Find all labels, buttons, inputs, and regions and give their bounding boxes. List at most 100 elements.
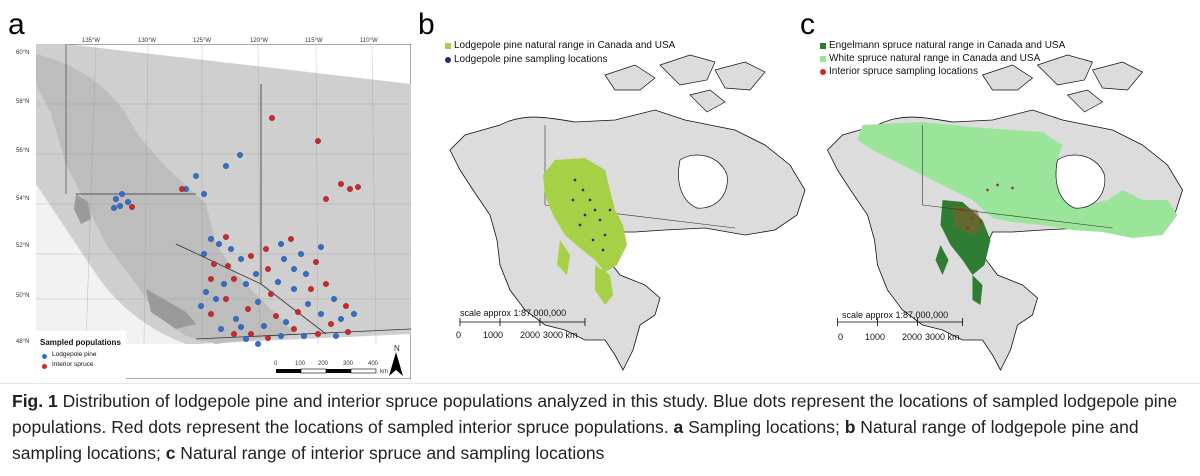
panel-a-legend-item: Lodgepole pine bbox=[52, 351, 97, 358]
spruce-site-dot bbox=[263, 246, 269, 252]
lodgepole-site-dot bbox=[303, 271, 309, 277]
lon-tick: 115°W bbox=[305, 38, 323, 44]
spruce-site-dot bbox=[291, 326, 297, 332]
lodgepole-site-dot bbox=[218, 326, 224, 332]
spruce-site-dot bbox=[1011, 186, 1014, 190]
spruce-site-dot bbox=[269, 115, 275, 121]
lodgepole-site-dot bbox=[333, 333, 339, 339]
spruce-site-dot bbox=[208, 276, 214, 282]
lodgepole-site-dot bbox=[578, 223, 582, 227]
lodgepole-site-dot bbox=[583, 213, 587, 217]
scale-tick: 200 bbox=[318, 361, 329, 367]
lodgepole-site-dot bbox=[113, 196, 119, 202]
panel-b-map bbox=[449, 54, 806, 371]
lodgepole-site-dot bbox=[305, 301, 311, 307]
panel-c-legend-item: Engelmann spruce natural range in Canada… bbox=[829, 40, 1066, 51]
lat-tick: 52°N bbox=[16, 243, 30, 249]
panel-c-scale-tick: 1000 bbox=[865, 332, 886, 342]
spruce-site-dot bbox=[245, 306, 251, 312]
caption-intro: Distribution of lodgepole pine and inter… bbox=[12, 391, 1178, 437]
spruce-site-dot bbox=[996, 183, 999, 187]
scale-tick: 400 bbox=[368, 361, 379, 367]
spruce-site-dot bbox=[208, 311, 214, 317]
legend-swatch-lodgepole bbox=[42, 354, 47, 359]
lodgepole-site-dot bbox=[608, 208, 612, 212]
panel-a-legend-title: Sampled populations bbox=[40, 338, 121, 347]
lodgepole-site-dot bbox=[221, 281, 227, 287]
spruce-site-dot bbox=[347, 186, 353, 192]
lodgepole-site-dot bbox=[278, 241, 284, 247]
spruce-site-dot bbox=[295, 309, 301, 315]
lodgepole-site-dot bbox=[581, 188, 585, 192]
lodgepole-site-dot bbox=[117, 203, 123, 209]
lat-tick: 58°N bbox=[16, 99, 30, 105]
lat-tick: 50°N bbox=[16, 293, 30, 299]
lodgepole-site-dot bbox=[203, 289, 209, 295]
lat-tick: 60°N bbox=[16, 50, 30, 56]
spruce-site-dot bbox=[211, 261, 217, 267]
lodgepole-site-dot bbox=[291, 286, 297, 292]
panel-a-letter: a bbox=[8, 8, 25, 41]
panel-c-scale-tick: 2000 bbox=[902, 332, 923, 342]
caption-c-text: Natural range of interior spruce and sam… bbox=[175, 443, 605, 463]
legend-swatch-interior-spruce bbox=[820, 69, 826, 75]
spruce-site-dot bbox=[288, 236, 294, 242]
spruce-site-dot bbox=[328, 321, 334, 327]
panel-a-map bbox=[36, 44, 411, 379]
lodgepole-site-dot bbox=[201, 251, 207, 257]
figure-caption: Fig. 1 Distribution of lodgepole pine an… bbox=[12, 388, 1192, 466]
caption-b-text: Natural range of lodgepole pine and samp… bbox=[12, 417, 1139, 463]
spruce-site-dot bbox=[248, 331, 254, 337]
lodgepole-site-dot bbox=[119, 191, 125, 197]
lodgepole-site-dot bbox=[213, 296, 219, 302]
spruce-site-dot bbox=[308, 286, 314, 292]
spruce-site-dot bbox=[315, 331, 321, 337]
scale-tick: 100 bbox=[295, 361, 306, 367]
lodgepole-site-dot bbox=[253, 271, 259, 277]
spruce-site-dot bbox=[268, 291, 274, 297]
lodgepole-site-dot bbox=[243, 281, 249, 287]
legend-swatch-lodgepole-sites bbox=[445, 57, 451, 63]
spruce-site-dot bbox=[323, 281, 329, 287]
spruce-site-dot bbox=[248, 253, 254, 259]
spruce-site-dot bbox=[313, 259, 319, 265]
spruce-site-dot bbox=[971, 216, 974, 220]
spruce-site-dot bbox=[231, 276, 237, 282]
spruce-site-dot bbox=[986, 188, 989, 192]
panel-b-legend-item: Lodgepole pine sampling locations bbox=[454, 54, 608, 65]
lodgepole-site-dot bbox=[208, 236, 214, 242]
lon-tick: 125°W bbox=[193, 38, 212, 44]
legend-swatch-engelmann bbox=[820, 43, 826, 49]
lodgepole-site-dot bbox=[243, 336, 249, 342]
spruce-site-dot bbox=[223, 234, 229, 240]
caption-divider bbox=[0, 383, 1200, 384]
panel-c-legend-item: Interior spruce sampling locations bbox=[829, 66, 978, 77]
spruce-site-dot bbox=[323, 196, 329, 202]
lodgepole-site-dot bbox=[298, 251, 304, 257]
lon-tick: 110°W bbox=[360, 38, 378, 44]
lon-tick: 130°W bbox=[138, 38, 157, 44]
spruce-site-dot bbox=[273, 313, 279, 319]
lodgepole-site-dot bbox=[338, 316, 344, 322]
caption-a-letter: a bbox=[673, 417, 684, 437]
lodgepole-site-dot bbox=[318, 311, 324, 317]
lodgepole-site-dot bbox=[216, 241, 222, 247]
spruce-site-dot bbox=[315, 138, 321, 144]
panel-c-legend-item: White spruce natural range in Canada and… bbox=[829, 53, 1041, 64]
spruce-site-dot bbox=[979, 220, 982, 224]
lodgepole-site-dot bbox=[318, 244, 324, 250]
lodgepole-site-dot bbox=[591, 238, 595, 242]
panel-b-scale-tick: 2000 bbox=[520, 330, 541, 340]
lodgepole-site-dot bbox=[111, 205, 117, 211]
lodgepole-site-dot bbox=[233, 316, 239, 322]
legend-swatch-lodgepole-range bbox=[445, 43, 451, 49]
lodgepole-site-dot bbox=[301, 333, 307, 339]
spruce-site-dot bbox=[223, 296, 229, 302]
spruce-site-dot bbox=[338, 181, 344, 187]
lodgepole-site-dot bbox=[201, 191, 207, 197]
panel-b-legend-item: Lodgepole pine natural range in Canada a… bbox=[454, 40, 676, 51]
spruce-site-dot bbox=[355, 184, 361, 190]
panel-b-scale-tick: 3000 km bbox=[543, 330, 578, 340]
panel-b-scale-tick: 1000 bbox=[483, 330, 504, 340]
lodgepole-site-dot bbox=[255, 341, 261, 347]
